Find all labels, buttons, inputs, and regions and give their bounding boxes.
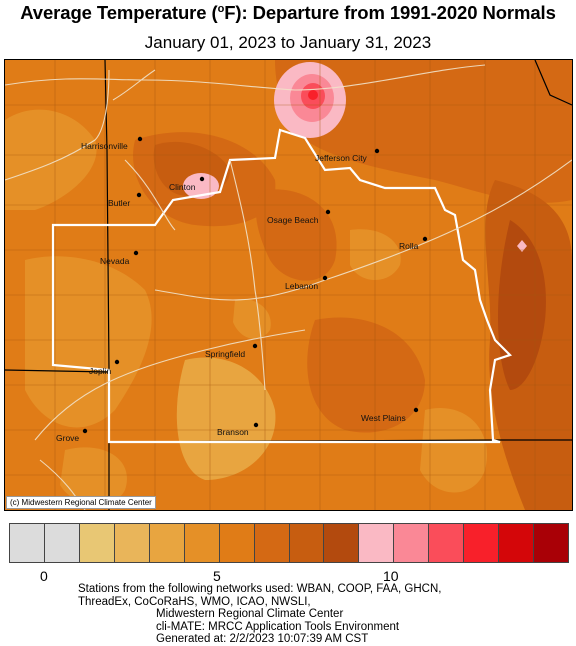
legend-tick-10: 10: [383, 568, 399, 584]
county-boundaries: [5, 60, 572, 510]
city-dot-butler: [136, 192, 142, 198]
city-label-rolla: Rolla: [399, 241, 419, 251]
legend-swatch-4: [149, 524, 185, 562]
field-darkest-east: [497, 220, 546, 390]
legend-swatch-1: [44, 524, 80, 562]
footer-line-networks-cont: ThreadEx, CoCoRaHS, WMO, ICAO, NWSLI,: [78, 595, 311, 608]
legend-swatch-9: [324, 524, 360, 562]
city-dot-harrisonville: [137, 136, 143, 142]
city-label-harrisonville: Harrisonville: [81, 141, 128, 151]
map-canvas: Harrisonville Clinton Butler Jefferson C…: [5, 60, 572, 510]
legend-swatch-8: [289, 524, 325, 562]
hotspot-east: [517, 240, 527, 252]
legend-swatch-13: [464, 524, 500, 562]
field-dark-osage: [255, 189, 337, 281]
field-light-sw: [60, 447, 127, 505]
city-label-west-plains: West Plains: [361, 413, 406, 423]
region-outline: [51, 128, 513, 444]
legend-swatch-3: [114, 524, 150, 562]
field-dark-ne: [275, 60, 572, 203]
legend-swatch-2: [79, 524, 115, 562]
city-label-springfield: Springfield: [205, 349, 245, 359]
legend-tick-0: 0: [40, 568, 48, 584]
degree-symbol: o: [217, 2, 225, 15]
city-dot-rolla: [422, 236, 428, 242]
hotspot-jefferson-core: [308, 90, 318, 100]
copyright-notice: (c) Midwestern Regional Climate Center: [6, 496, 156, 509]
city-dot-clinton: [199, 176, 205, 182]
city-label-grove: Grove: [56, 433, 79, 443]
field-light-nw: [5, 109, 97, 210]
legend-swatch-12: [429, 524, 465, 562]
title-prefix: Average Temperature (: [20, 2, 218, 23]
title-suffix: F): Departure from 1991-2020 Normals: [224, 2, 556, 23]
map-title: Average Temperature (oF): Departure from…: [0, 2, 576, 24]
city-label-osage-beach: Osage Beach: [267, 215, 319, 225]
footer-line-climate-tool: cli-MATE: MRCC Application Tools Environ…: [156, 620, 400, 633]
legend-swatch-10: [359, 524, 395, 562]
legend-swatch-14: [499, 524, 535, 562]
city-dot-jefferson-city: [374, 148, 380, 154]
city-dot-springfield: [252, 343, 258, 349]
highway-lines: [5, 64, 572, 510]
field-light-west: [25, 256, 152, 428]
field-light-mid: [233, 299, 271, 339]
city-dot-branson: [253, 422, 259, 428]
city-label-lebanon: Lebanon: [285, 281, 318, 291]
date-range-subtitle: January 01, 2023 to January 31, 2023: [144, 33, 432, 52]
city-dot-lebanon: [322, 275, 328, 281]
legend-swatch-7: [254, 524, 290, 562]
legend-swatch-6: [219, 524, 255, 562]
footer-line-networks: Stations from the following networks use…: [78, 583, 442, 595]
city-dot-joplin: [114, 359, 120, 365]
city-dot-grove: [82, 428, 88, 434]
legend-swatch-0: [10, 524, 45, 562]
city-markers: [82, 136, 428, 434]
legend-swatch-5: [184, 524, 220, 562]
footer-credits: Stations from the following networks use…: [78, 583, 558, 646]
field-light-south: [176, 357, 276, 480]
city-dot-nevada: [133, 250, 139, 256]
color-legend: [9, 523, 569, 563]
legend-swatch-15: [534, 524, 568, 562]
footer-line-generated: Generated at: 2/2/2023 10:07:39 AM CST: [156, 633, 369, 645]
city-label-butler: Butler: [108, 198, 130, 208]
city-label-nevada: Nevada: [100, 256, 130, 266]
legend-tick-5: 5: [213, 568, 221, 584]
field-light-se: [420, 408, 487, 493]
city-label-joplin: Joplin: [89, 366, 111, 376]
city-dot-osage-beach: [325, 209, 331, 215]
city-dot-west-plains: [413, 407, 419, 413]
city-label-branson: Branson: [217, 427, 249, 437]
city-label-clinton: Clinton: [169, 182, 196, 192]
temperature-departure-map: Harrisonville Clinton Butler Jefferson C…: [4, 59, 573, 511]
footer-line-center: Midwestern Regional Climate Center: [156, 608, 344, 620]
city-label-jefferson-city: Jefferson City: [315, 153, 368, 163]
field-dark-southcentral: [307, 317, 425, 433]
legend-swatch-11: [394, 524, 430, 562]
